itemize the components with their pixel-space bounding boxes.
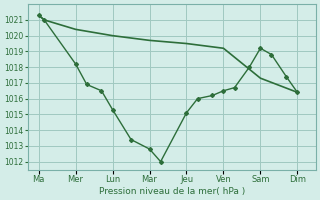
X-axis label: Pression niveau de la mer( hPa ): Pression niveau de la mer( hPa ) <box>99 187 245 196</box>
